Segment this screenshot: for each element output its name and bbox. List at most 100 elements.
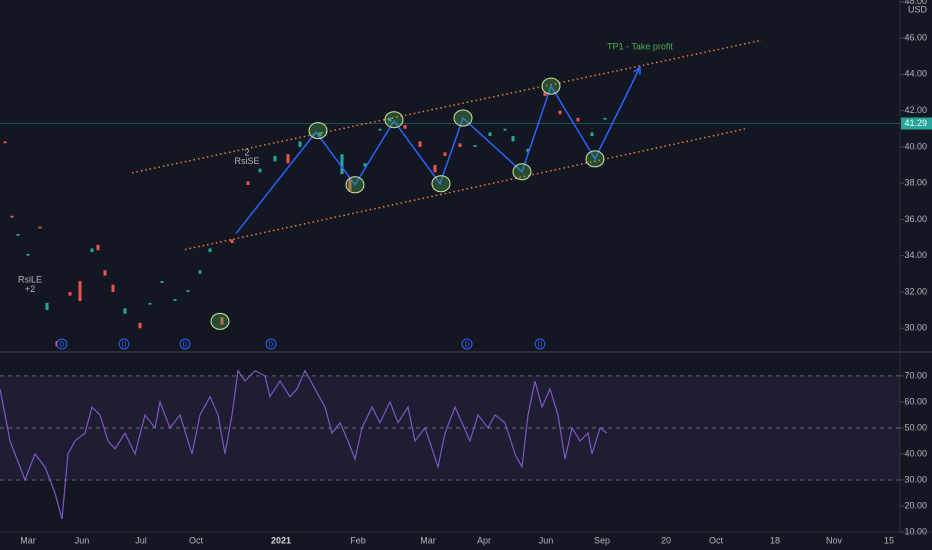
highlight-circle (453, 109, 473, 127)
event-marker (461, 338, 473, 350)
time-tick-label: Mar (20, 535, 36, 545)
rsi-tick-label: 70.00 (904, 370, 927, 380)
event-label: D (121, 341, 126, 348)
price-tick-label: 36.00 (904, 214, 927, 224)
annotation: RsiLE (18, 275, 42, 285)
candle-body (286, 154, 290, 164)
time-tick-label: Nov (826, 535, 843, 545)
time-tick-label: 2021 (271, 535, 291, 545)
candle-body (388, 117, 392, 122)
candle-body (123, 308, 127, 314)
price-tick-label: 44.00 (904, 69, 927, 79)
rsi-tick-label: 20.00 (904, 500, 927, 510)
candle-body (576, 117, 580, 122)
annotation: TP1 - Take profit (607, 42, 673, 52)
price-tick-label: 32.00 (904, 286, 927, 296)
candle-body (418, 141, 422, 147)
candle-body (90, 248, 94, 253)
candle-body (111, 284, 115, 292)
annotation: 2 (244, 147, 249, 157)
candle-body (590, 132, 594, 137)
candle-body (526, 148, 530, 153)
candle-body (38, 226, 42, 229)
candle-body (488, 132, 492, 137)
annotation: RsiSE (234, 156, 259, 166)
candle-body (138, 322, 142, 329)
event-label: D (464, 341, 469, 348)
price-tick-label: 48.00 (904, 0, 927, 6)
event-marker (534, 338, 546, 350)
rsi-tick-label: 60.00 (904, 396, 927, 406)
highlight-circle (431, 175, 451, 193)
highlight-circle (585, 150, 605, 168)
time-tick-label: Jun (75, 535, 90, 545)
candle-body (363, 163, 367, 167)
candle-body (503, 128, 507, 131)
candle-body (403, 125, 407, 129)
candle-body (198, 270, 202, 274)
highlight-circle (308, 122, 328, 140)
candle-body (340, 154, 344, 175)
candle-body (10, 215, 14, 218)
candle-body (258, 168, 262, 173)
rsi-tick-label: 40.00 (904, 448, 927, 458)
rsi-tick-label: 30.00 (904, 474, 927, 484)
candle-body (78, 281, 82, 302)
time-tick-label: 18 (770, 535, 780, 545)
candle-body (458, 143, 462, 147)
candle-body (148, 302, 152, 305)
candle-body (443, 152, 447, 156)
time-tick-label: Mar (420, 535, 436, 545)
rsi-tick-label: 10.00 (904, 526, 927, 536)
highlight-circle (541, 77, 561, 95)
highlight-circle (512, 163, 532, 181)
event-label: D (268, 341, 273, 348)
price-tick-label: 40.00 (904, 141, 927, 151)
candle-body (208, 248, 212, 253)
highlight-circle (210, 312, 230, 330)
candle-body (511, 136, 515, 142)
time-tick-label: Oct (709, 535, 724, 545)
event-label: D (59, 341, 64, 348)
time-tick-label: Jun (539, 535, 554, 545)
time-tick-label: Apr (477, 535, 491, 545)
candle-body (230, 239, 234, 244)
price-tick-label: 38.00 (904, 178, 927, 188)
channel-line (131, 39, 763, 174)
candle-body (558, 110, 562, 115)
event-marker (118, 338, 130, 350)
candle-body (103, 270, 107, 276)
candle-body (16, 233, 20, 236)
candle-body (433, 165, 437, 173)
last-price-label: 41.29 (904, 118, 927, 128)
time-tick-label: Jul (135, 535, 147, 545)
candle-body (473, 145, 477, 147)
highlight-circle (345, 176, 365, 194)
event-marker (265, 338, 277, 350)
currency-label: USD (908, 4, 928, 14)
annotation: +2 (25, 284, 35, 294)
candle-body (603, 117, 607, 120)
candle-body (378, 128, 382, 131)
time-tick-label: Sep (594, 535, 610, 545)
time-tick-label: Oct (189, 535, 204, 545)
candle-body (348, 177, 352, 191)
event-marker (179, 338, 191, 350)
time-tick-label: 20 (661, 535, 671, 545)
candle-body (3, 141, 7, 144)
candle-body (160, 281, 164, 283)
last-price-box (901, 117, 932, 130)
event-label: D (537, 341, 542, 348)
event-marker (56, 338, 68, 350)
price-tick-label: 34.00 (904, 250, 927, 260)
price-tick-label: 42.00 (904, 105, 927, 115)
price-tick-label: 30.00 (904, 323, 927, 333)
rsi-line (0, 369, 608, 520)
candle-body (318, 132, 322, 137)
price-tick-label: 46.00 (904, 32, 927, 42)
candle-body (173, 299, 177, 302)
candle-body (186, 290, 190, 292)
candle-body (246, 181, 250, 185)
